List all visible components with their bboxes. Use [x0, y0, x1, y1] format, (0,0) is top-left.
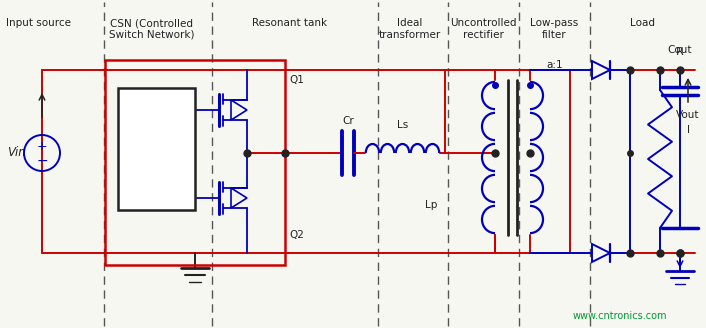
Text: Input source: Input source	[6, 18, 71, 28]
Text: +: +	[37, 140, 47, 154]
Text: Half-bridge
Driver: Half-bridge Driver	[130, 138, 184, 160]
Text: Ls: Ls	[397, 120, 408, 130]
Text: Uncontrolled
rectifier: Uncontrolled rectifier	[450, 18, 517, 40]
Text: CSN (Controlled
Switch Network): CSN (Controlled Switch Network)	[109, 18, 195, 40]
Text: Q2: Q2	[289, 230, 304, 240]
Text: Resonant tank: Resonant tank	[252, 18, 327, 28]
Text: a:1: a:1	[546, 60, 563, 70]
Text: Cout: Cout	[668, 45, 693, 55]
Text: Vin: Vin	[7, 147, 26, 159]
Text: Ideal
transformer: Ideal transformer	[378, 18, 441, 40]
Text: www.cntronics.com: www.cntronics.com	[573, 311, 667, 321]
Text: Load: Load	[630, 18, 655, 28]
Text: I: I	[686, 125, 690, 135]
Text: −: −	[36, 154, 48, 168]
Text: Low-pass
filter: Low-pass filter	[530, 18, 578, 40]
Text: Cr: Cr	[342, 116, 354, 126]
Bar	[118, 88, 195, 210]
Text: Lp: Lp	[424, 200, 437, 210]
Text: R: R	[676, 47, 684, 57]
Bar	[105, 60, 285, 265]
Text: Vout: Vout	[676, 110, 700, 120]
Text: Q1: Q1	[289, 75, 304, 85]
